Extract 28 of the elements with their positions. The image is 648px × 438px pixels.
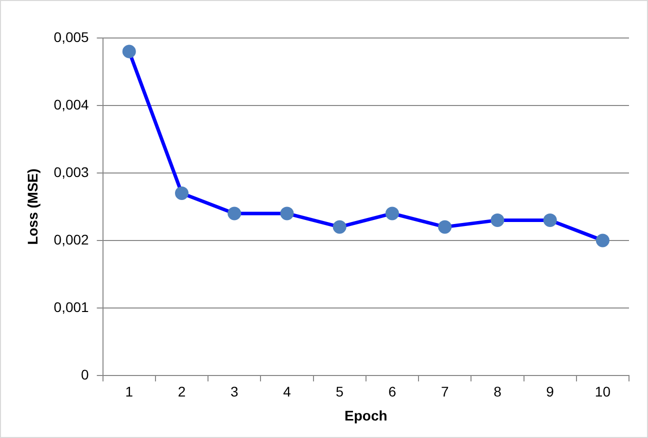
x-tick-label: 10 (594, 384, 611, 400)
y-tick-label: 0,003 (54, 164, 90, 180)
point (332, 220, 346, 234)
y-tick-label: 0 (81, 366, 90, 382)
x-axis-title: Epoch (344, 407, 388, 424)
point (385, 206, 399, 220)
x-tick-label: 6 (388, 384, 396, 400)
y-tick-label: 0,005 (54, 28, 90, 45)
x-tick-label: 9 (546, 384, 554, 400)
point (228, 206, 242, 220)
y-axis-title: Loss (MSE) (24, 168, 40, 245)
point (280, 206, 294, 220)
x-tick-label: 8 (494, 384, 502, 400)
point (543, 213, 557, 227)
x-tick-label: 1 (125, 384, 134, 400)
point (596, 234, 610, 248)
x-tick-label: 2 (178, 384, 186, 400)
point (175, 186, 189, 200)
y-tick-label: 0,001 (54, 298, 90, 315)
x-tick-label: 7 (440, 384, 449, 400)
x-tick-label: 5 (336, 384, 344, 400)
point (122, 44, 136, 58)
x-tick-label: 3 (230, 384, 238, 400)
point (490, 213, 504, 227)
point (438, 220, 452, 234)
y-tick-label: 0,004 (54, 96, 90, 112)
y-tick-label: 0,002 (54, 231, 90, 248)
x-tick-label: 4 (283, 384, 292, 400)
